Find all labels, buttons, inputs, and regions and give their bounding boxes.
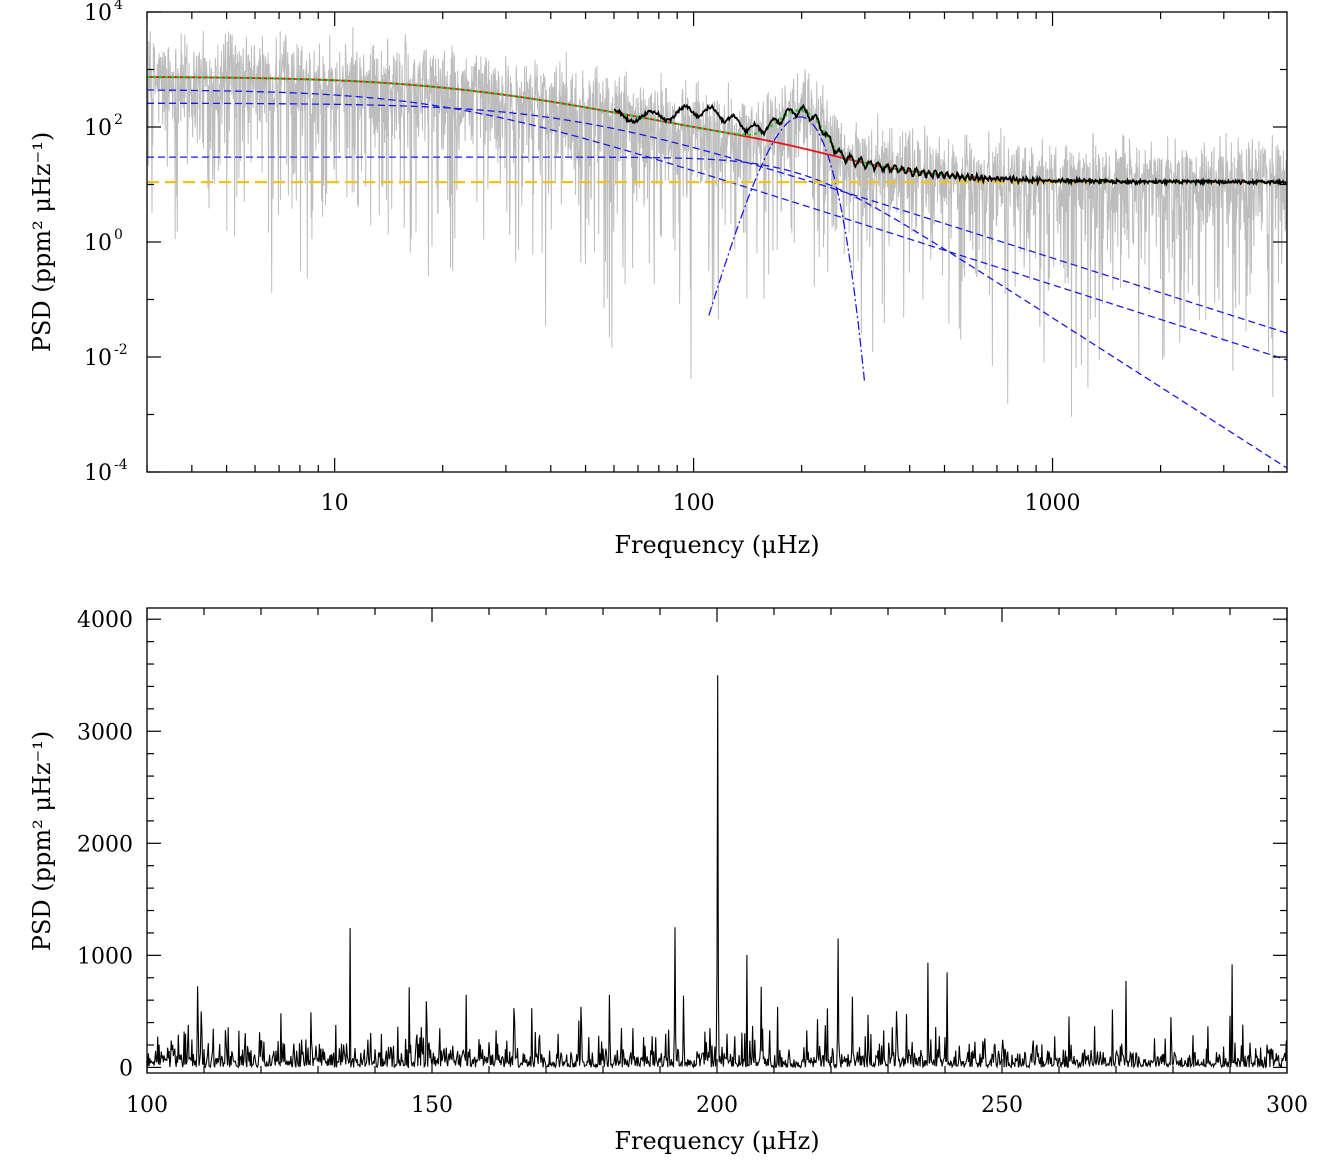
y-tick-label: 2000 (77, 832, 133, 857)
gaussian-envelope (708, 116, 866, 381)
x-tick-label: 200 (696, 1093, 738, 1118)
psd-zoom-series (147, 675, 1287, 1070)
top-x-tick-labels: 10 100 1000 (321, 491, 1081, 516)
y-tick-label: 10 (84, 461, 112, 486)
y-tick-exponent: 2 (114, 112, 123, 128)
x-tick-label: 100 (126, 1093, 168, 1118)
bottom-panel: 100 150 200 250 300 0 1000 2000 3000 4000 Freque… (28, 607, 1308, 1155)
y-tick-exponent: -2 (114, 342, 128, 358)
y-tick-label: 10 (84, 1, 112, 26)
x-tick-label: 10 (321, 491, 349, 516)
bottom-x-tick-labels: 100 150 200 250 300 (126, 1093, 1308, 1118)
y-tick-label: 1000 (77, 944, 133, 969)
raw-psd-series (147, 27, 1287, 417)
top-ticks (146, 11, 1287, 473)
bottom-ticks (146, 608, 1288, 1073)
y-tick-exponent: 0 (114, 227, 123, 243)
y-tick-label: 3000 (77, 720, 133, 745)
model-components (147, 89, 1287, 469)
y-tick-exponent: -4 (114, 457, 128, 473)
y-tick-exponent: 4 (114, 0, 123, 13)
harvey-component-3 (147, 156, 1287, 469)
smoothed-psd-series (613, 103, 1287, 187)
x-tick-label: 250 (981, 1093, 1023, 1118)
y-tick-label: 4000 (77, 608, 133, 633)
top-y-axis-label: PSD (ppm² μHz⁻¹) (28, 132, 56, 352)
bottom-x-axis-label: Frequency (μHz) (614, 1127, 819, 1155)
x-tick-label: 100 (673, 491, 715, 516)
top-x-axis-label: Frequency (μHz) (614, 531, 819, 559)
x-tick-label: 300 (1266, 1093, 1308, 1118)
y-tick-label: 10 (84, 346, 112, 371)
y-tick-label: 10 (84, 116, 112, 141)
x-tick-label: 150 (411, 1093, 453, 1118)
bottom-plot-area (147, 675, 1287, 1070)
harvey-component-1 (147, 89, 1287, 361)
bottom-y-axis-label: PSD (ppm² μHz⁻¹) (28, 731, 56, 951)
y-tick-label: 10 (84, 231, 112, 256)
harvey-component-2 (147, 102, 1287, 334)
bottom-y-tick-labels: 0 1000 2000 3000 4000 (77, 608, 133, 1081)
top-plot-area (147, 27, 1287, 469)
y-tick-label: 0 (119, 1056, 133, 1081)
x-tick-label: 1000 (1025, 491, 1081, 516)
